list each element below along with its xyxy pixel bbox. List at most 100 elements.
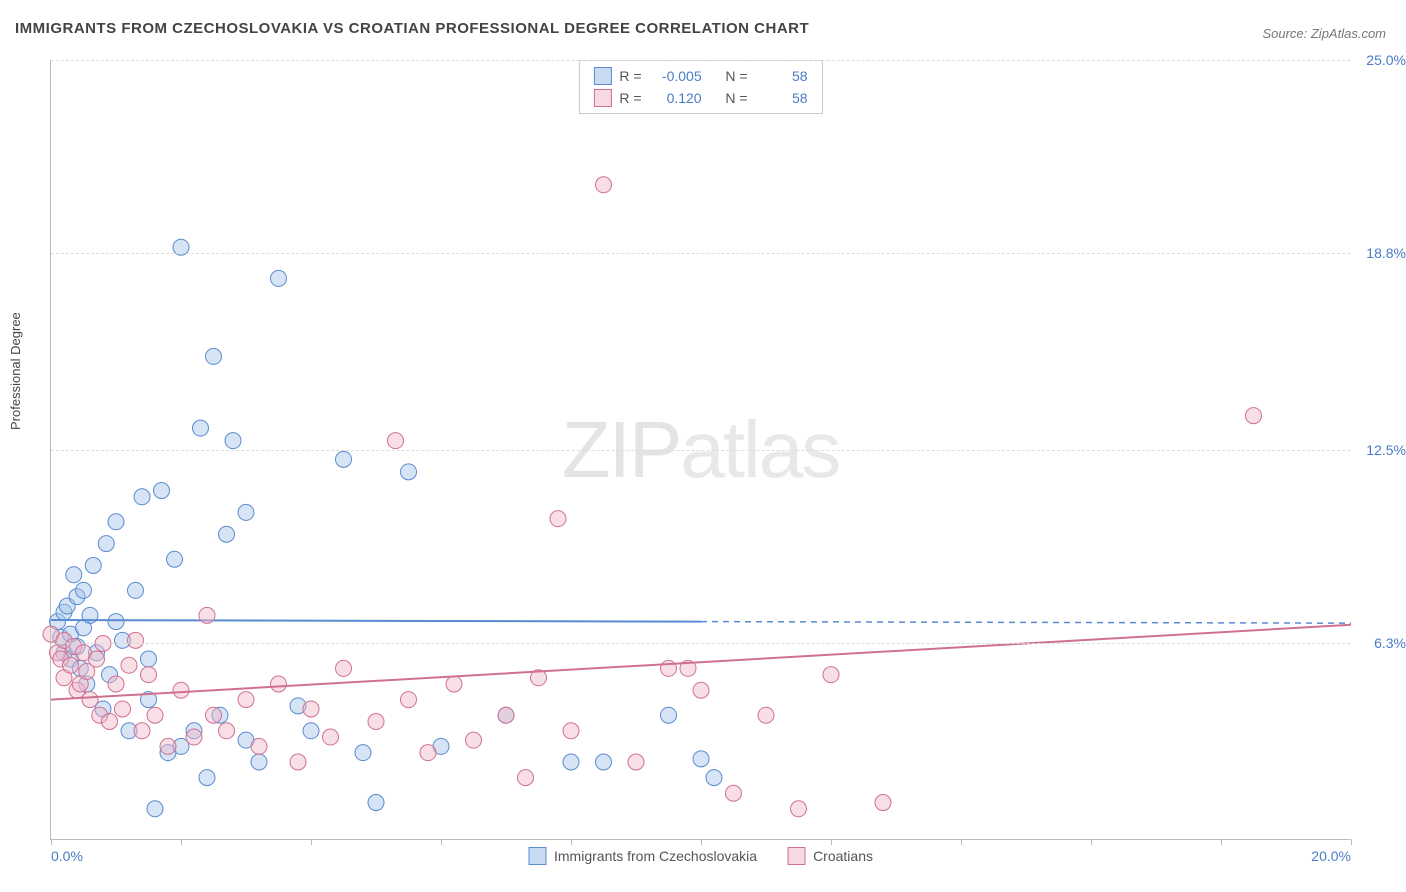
scatter-point-blue — [693, 751, 709, 767]
x-tick — [311, 839, 312, 845]
y-axis-label: Professional Degree — [8, 312, 23, 430]
scatter-point-pink — [1246, 408, 1262, 424]
legend-n-label2: N = — [725, 87, 747, 109]
scatter-point-pink — [446, 676, 462, 692]
x-tick-label: 0.0% — [51, 848, 83, 864]
legend-pink-n: 58 — [756, 87, 808, 109]
scatter-point-pink — [141, 667, 157, 683]
scatter-point-pink — [238, 692, 254, 708]
legend-pink-r: 0.120 — [650, 87, 702, 109]
bottom-legend-pink-label: Croatians — [813, 848, 873, 864]
scatter-point-pink — [251, 738, 267, 754]
scatter-point-pink — [115, 701, 131, 717]
legend-box: R = -0.005 N = 58 R = 0.120 N = 58 — [578, 60, 822, 114]
source-attribution: Source: ZipAtlas.com — [1262, 26, 1386, 41]
y-tick-label: 18.8% — [1366, 245, 1406, 261]
scatter-point-pink — [823, 667, 839, 683]
scatter-point-blue — [706, 770, 722, 786]
scatter-point-pink — [323, 729, 339, 745]
scatter-point-blue — [98, 536, 114, 552]
x-tick — [441, 839, 442, 845]
scatter-point-blue — [147, 801, 163, 817]
scatter-point-blue — [141, 651, 157, 667]
x-tick — [1091, 839, 1092, 845]
scatter-point-blue — [251, 754, 267, 770]
trend-line-dash-blue — [701, 622, 1351, 624]
bottom-legend: Immigrants from Czechoslovakia Croatians — [528, 847, 873, 865]
scatter-point-pink — [336, 660, 352, 676]
scatter-point-blue — [128, 582, 144, 598]
scatter-point-pink — [102, 713, 118, 729]
scatter-point-pink — [160, 738, 176, 754]
bottom-legend-blue-label: Immigrants from Czechoslovakia — [554, 848, 757, 864]
scatter-point-pink — [134, 723, 150, 739]
legend-r-label2: R = — [619, 87, 641, 109]
scatter-point-pink — [147, 707, 163, 723]
swatch-pink-icon — [593, 89, 611, 107]
scatter-point-pink — [550, 511, 566, 527]
x-tick — [1351, 839, 1352, 845]
scatter-point-pink — [303, 701, 319, 717]
scatter-point-pink — [758, 707, 774, 723]
scatter-point-blue — [108, 514, 124, 530]
x-tick — [831, 839, 832, 845]
scatter-point-pink — [791, 801, 807, 817]
scatter-point-blue — [303, 723, 319, 739]
x-tick — [1221, 839, 1222, 845]
scatter-point-pink — [596, 177, 612, 193]
swatch-blue-icon — [528, 847, 546, 865]
trend-line-blue — [51, 620, 701, 622]
scatter-point-pink — [199, 607, 215, 623]
scatter-point-pink — [173, 682, 189, 698]
scatter-point-pink — [875, 795, 891, 811]
scatter-point-blue — [76, 582, 92, 598]
scatter-point-blue — [596, 754, 612, 770]
scatter-point-pink — [518, 770, 534, 786]
scatter-point-pink — [63, 657, 79, 673]
scatter-point-blue — [199, 770, 215, 786]
scatter-point-blue — [355, 745, 371, 761]
x-tick-label: 20.0% — [1311, 848, 1351, 864]
bottom-legend-blue: Immigrants from Czechoslovakia — [528, 847, 757, 865]
x-tick — [961, 839, 962, 845]
scatter-point-blue — [238, 504, 254, 520]
scatter-point-blue — [563, 754, 579, 770]
x-tick — [181, 839, 182, 845]
scatter-point-blue — [401, 464, 417, 480]
scatter-point-blue — [167, 551, 183, 567]
scatter-point-pink — [121, 657, 137, 673]
scatter-point-blue — [108, 614, 124, 630]
scatter-point-pink — [563, 723, 579, 739]
scatter-point-pink — [128, 632, 144, 648]
y-tick-label: 25.0% — [1366, 52, 1406, 68]
scatter-point-pink — [186, 729, 202, 745]
legend-blue-n: 58 — [756, 65, 808, 87]
x-tick — [571, 839, 572, 845]
scatter-point-pink — [206, 707, 222, 723]
legend-row-pink: R = 0.120 N = 58 — [593, 87, 807, 109]
scatter-point-pink — [219, 723, 235, 739]
scatter-point-blue — [66, 567, 82, 583]
scatter-point-pink — [290, 754, 306, 770]
scatter-point-pink — [388, 433, 404, 449]
swatch-blue-icon — [593, 67, 611, 85]
scatter-point-blue — [661, 707, 677, 723]
chart-container: IMMIGRANTS FROM CZECHOSLOVAKIA VS CROATI… — [0, 0, 1406, 892]
swatch-pink-icon — [787, 847, 805, 865]
scatter-point-blue — [271, 270, 287, 286]
x-tick — [51, 839, 52, 845]
scatter-point-blue — [193, 420, 209, 436]
legend-row-blue: R = -0.005 N = 58 — [593, 65, 807, 87]
grid-line — [51, 643, 1350, 644]
scatter-point-pink — [628, 754, 644, 770]
scatter-point-blue — [85, 557, 101, 573]
scatter-point-pink — [82, 692, 98, 708]
scatter-point-blue — [225, 433, 241, 449]
scatter-point-pink — [108, 676, 124, 692]
scatter-point-blue — [336, 451, 352, 467]
scatter-point-pink — [89, 651, 105, 667]
scatter-point-pink — [498, 707, 514, 723]
scatter-point-pink — [420, 745, 436, 761]
legend-r-label: R = — [619, 65, 641, 87]
legend-blue-r: -0.005 — [650, 65, 702, 87]
